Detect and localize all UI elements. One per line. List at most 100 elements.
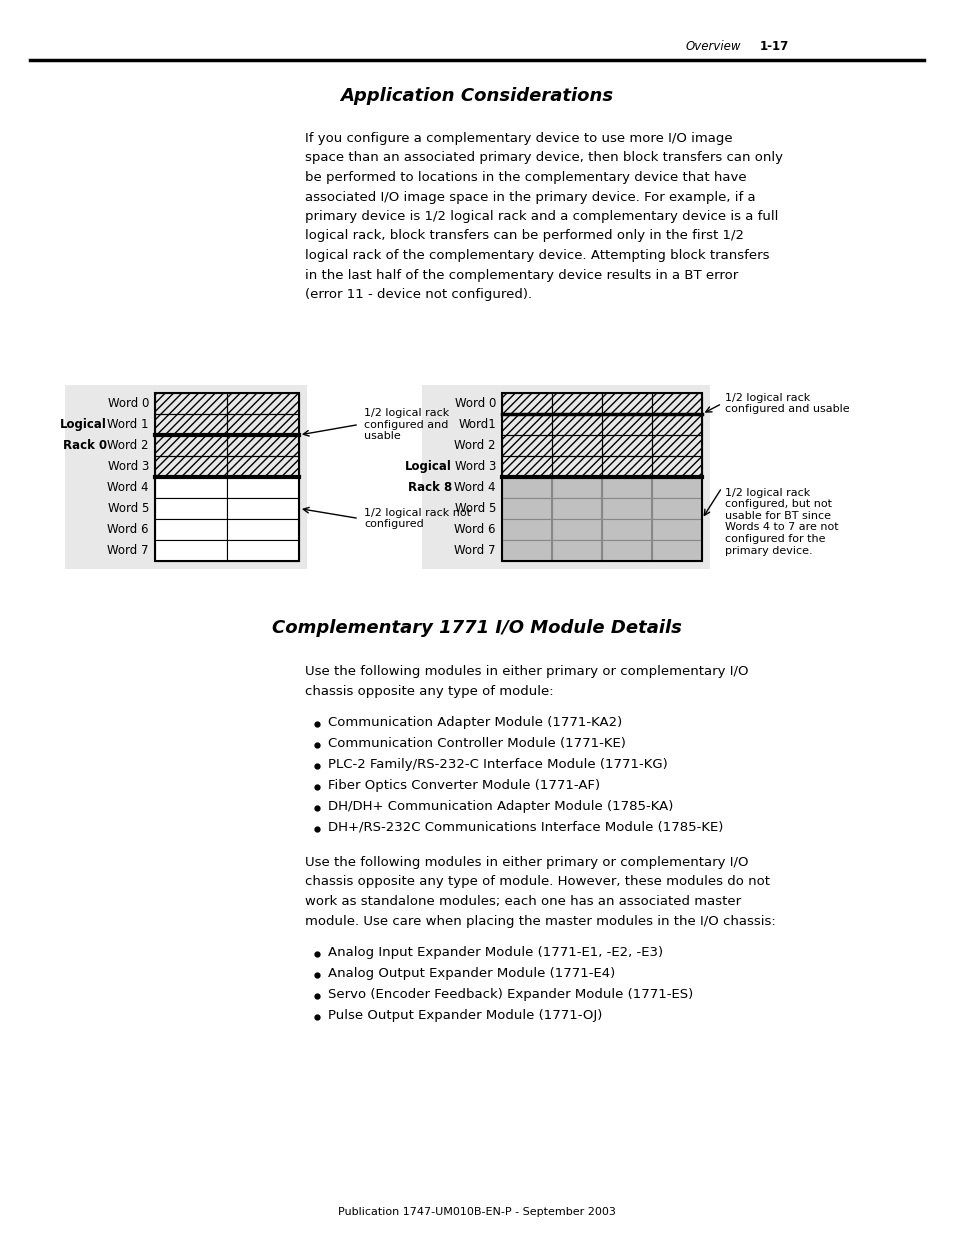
Text: Communication Controller Module (1771-KE): Communication Controller Module (1771-KE… [328, 737, 625, 750]
Text: DH+/RS-232C Communications Interface Module (1785-KE): DH+/RS-232C Communications Interface Mod… [328, 821, 722, 834]
Bar [501, 393, 552, 414]
Text: DH/DH+ Communication Adapter Module (1785-KA): DH/DH+ Communication Adapter Module (178… [328, 800, 673, 813]
Text: Fiber Optics Converter Module (1771-AF): Fiber Optics Converter Module (1771-AF) [328, 779, 599, 792]
Bar [421, 385, 709, 569]
Bar [552, 519, 601, 540]
Text: space than an associated primary device, then block transfers can only: space than an associated primary device,… [305, 152, 782, 164]
Bar [601, 519, 651, 540]
Bar [227, 519, 298, 540]
Bar [601, 498, 651, 519]
Text: Word 2: Word 2 [108, 438, 149, 452]
Bar [601, 456, 651, 477]
Text: Rack 0: Rack 0 [63, 438, 107, 452]
Bar [651, 477, 701, 498]
Bar [552, 498, 601, 519]
Bar [227, 414, 298, 435]
Text: in the last half of the complementary device results in a BT error: in the last half of the complementary de… [305, 268, 738, 282]
Bar [154, 435, 227, 456]
Bar [601, 393, 651, 414]
Bar [501, 540, 552, 561]
Bar [651, 456, 701, 477]
Text: Word 5: Word 5 [108, 501, 149, 515]
Bar [227, 456, 298, 477]
Text: Use the following modules in either primary or complementary I/O: Use the following modules in either prim… [305, 664, 748, 678]
Text: logical rack, block transfers can be performed only in the first 1/2: logical rack, block transfers can be per… [305, 230, 743, 242]
Bar [601, 435, 651, 456]
Text: module. Use care when placing the master modules in the I/O chassis:: module. Use care when placing the master… [305, 914, 775, 927]
Text: Publication 1747-UM010B-EN-P - September 2003: Publication 1747-UM010B-EN-P - September… [337, 1207, 616, 1216]
Text: Word 3: Word 3 [455, 459, 496, 473]
Bar [501, 435, 552, 456]
Text: Logical: Logical [60, 417, 107, 431]
Bar [651, 435, 701, 456]
Bar [227, 498, 298, 519]
Bar [65, 385, 307, 569]
Text: If you configure a complementary device to use more I/O image: If you configure a complementary device … [305, 132, 732, 144]
Bar [601, 414, 651, 435]
Bar [154, 414, 227, 435]
Text: Word 0: Word 0 [108, 396, 149, 410]
Text: 1-17: 1-17 [760, 40, 788, 53]
Text: 1/2 logical rack
configured and usable: 1/2 logical rack configured and usable [724, 393, 849, 414]
Bar [154, 498, 227, 519]
Text: 1/2 logical rack
configured and
usable: 1/2 logical rack configured and usable [364, 408, 449, 441]
Text: PLC-2 Family/RS-232-C Interface Module (1771-KG): PLC-2 Family/RS-232-C Interface Module (… [328, 758, 667, 771]
Bar [501, 477, 552, 498]
Bar [501, 393, 701, 561]
Text: chassis opposite any type of module:: chassis opposite any type of module: [305, 684, 553, 698]
Text: chassis opposite any type of module. However, these modules do not: chassis opposite any type of module. How… [305, 876, 769, 888]
Bar [227, 435, 298, 456]
Text: Word 2: Word 2 [454, 438, 496, 452]
Bar [552, 435, 601, 456]
Bar [552, 456, 601, 477]
Text: Logical: Logical [405, 459, 452, 473]
Bar [501, 456, 552, 477]
Text: Word 6: Word 6 [454, 522, 496, 536]
Bar [154, 540, 227, 561]
Text: Word 0: Word 0 [455, 396, 496, 410]
Text: Word 4: Word 4 [454, 480, 496, 494]
Text: associated I/O image space in the primary device. For example, if a: associated I/O image space in the primar… [305, 190, 755, 204]
Text: 1/2 logical rack not
configured: 1/2 logical rack not configured [364, 508, 471, 530]
Text: Servo (Encoder Feedback) Expander Module (1771-ES): Servo (Encoder Feedback) Expander Module… [328, 988, 693, 1002]
Text: Pulse Output Expander Module (1771-OJ): Pulse Output Expander Module (1771-OJ) [328, 1009, 601, 1023]
Bar [154, 393, 227, 414]
Bar [552, 393, 601, 414]
Bar [552, 540, 601, 561]
Bar [651, 498, 701, 519]
Text: Word 4: Word 4 [108, 480, 149, 494]
Bar [227, 477, 298, 498]
Text: logical rack of the complementary device. Attempting block transfers: logical rack of the complementary device… [305, 249, 769, 262]
Text: work as standalone modules; each one has an associated master: work as standalone modules; each one has… [305, 895, 740, 908]
Bar [601, 540, 651, 561]
Bar [601, 477, 651, 498]
Text: Use the following modules in either primary or complementary I/O: Use the following modules in either prim… [305, 856, 748, 869]
Text: Application Considerations: Application Considerations [340, 86, 613, 105]
Text: 1/2 logical rack
configured, but not
usable for BT since
Words 4 to 7 are not
co: 1/2 logical rack configured, but not usa… [724, 488, 838, 556]
Text: Word 7: Word 7 [454, 543, 496, 557]
Text: Word1: Word1 [457, 417, 496, 431]
Bar [651, 519, 701, 540]
Bar [552, 414, 601, 435]
Bar [227, 540, 298, 561]
Text: Overview: Overview [685, 40, 740, 53]
Bar [501, 519, 552, 540]
Text: Analog Input Expander Module (1771-E1, -E2, -E3): Analog Input Expander Module (1771-E1, -… [328, 946, 662, 960]
Bar [552, 477, 601, 498]
Bar [501, 414, 552, 435]
Text: be performed to locations in the complementary device that have: be performed to locations in the complem… [305, 170, 746, 184]
Text: Word 5: Word 5 [455, 501, 496, 515]
Bar [651, 393, 701, 414]
Text: Word 6: Word 6 [108, 522, 149, 536]
Bar [651, 414, 701, 435]
Bar [227, 393, 298, 414]
Bar [651, 540, 701, 561]
Text: Analog Output Expander Module (1771-E4): Analog Output Expander Module (1771-E4) [328, 967, 615, 981]
Bar [154, 393, 298, 561]
Text: Complementary 1771 I/O Module Details: Complementary 1771 I/O Module Details [272, 619, 681, 637]
Text: Word 3: Word 3 [108, 459, 149, 473]
Text: Word 7: Word 7 [108, 543, 149, 557]
Bar [154, 477, 227, 498]
Text: Word 1: Word 1 [108, 417, 149, 431]
Text: (error 11 - device not configured).: (error 11 - device not configured). [305, 288, 532, 301]
